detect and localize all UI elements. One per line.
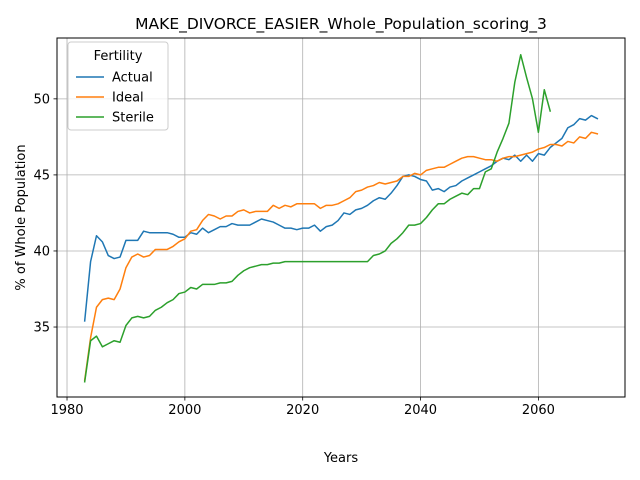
legend-label-actual: Actual (112, 71, 153, 86)
series-line-sterile (83, 53, 552, 383)
legend-label-sterile: Sterile (112, 111, 154, 126)
series-line-ideal (83, 131, 599, 382)
x-tick-label: 2000 (168, 403, 201, 418)
y-tick-label: 40 (33, 244, 50, 259)
legend-title: Fertility (94, 49, 143, 64)
y-tick-label: 50 (33, 92, 50, 107)
x-tick-label: 1980 (50, 403, 83, 418)
legend-label-ideal: Ideal (112, 91, 144, 106)
y-tick-label: 35 (33, 321, 50, 336)
x-tick-label: 2060 (522, 403, 555, 418)
legend: Fertility Actual Ideal Sterile (67, 41, 169, 131)
series-line-actual (83, 114, 599, 322)
x-axis-label: Years (323, 451, 359, 466)
legend-box (67, 41, 169, 131)
chart-title: MAKE_DIVORCE_EASIER_Whole_Population_sco… (135, 15, 547, 34)
plot-frame (56, 37, 626, 398)
y-axis-label: % of Whole Population (14, 144, 29, 290)
x-tick-label: 2040 (404, 403, 437, 418)
ticks: 1980 2000 2020 2040 2060 35 40 45 50 (33, 92, 554, 418)
series-layer (83, 53, 599, 383)
y-tick-label: 45 (33, 168, 50, 183)
x-tick-label: 2020 (286, 403, 319, 418)
